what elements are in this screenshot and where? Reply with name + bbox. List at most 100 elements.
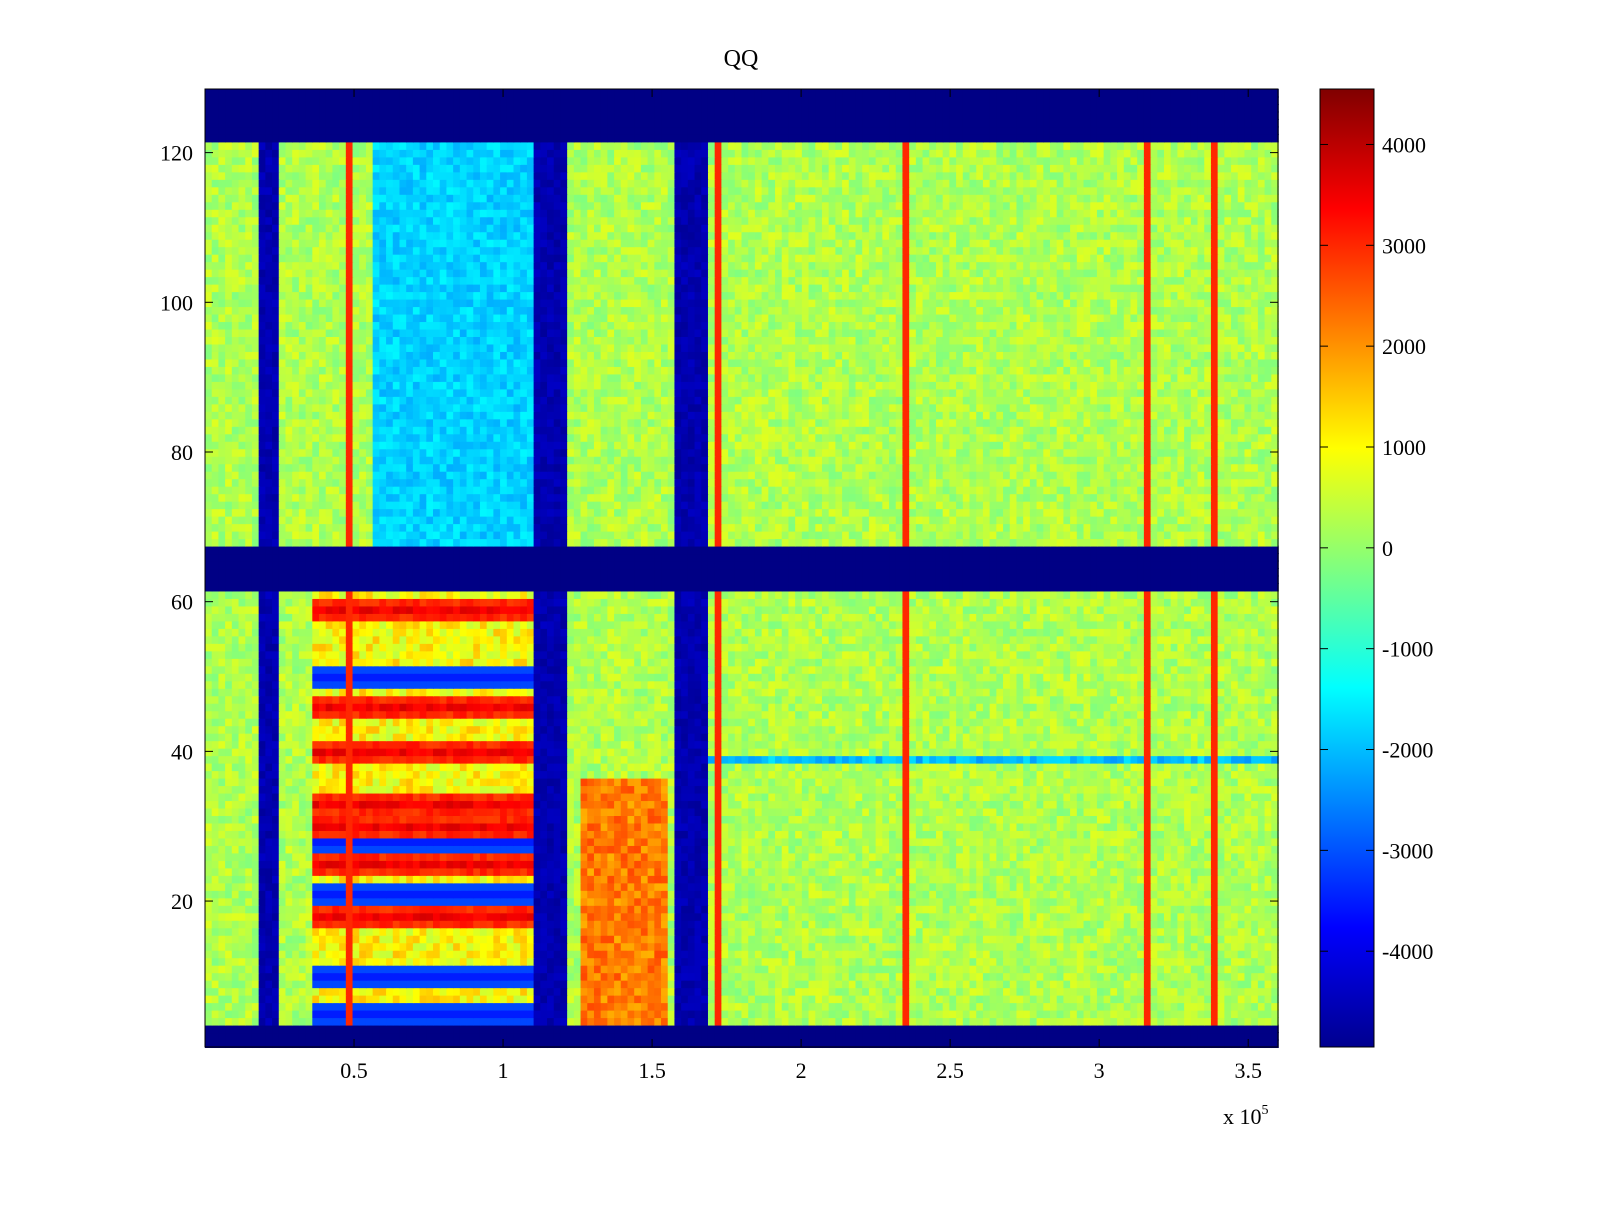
heatmap-cell	[976, 1025, 984, 1034]
heatmap-cell	[540, 912, 548, 921]
heatmap-cell	[721, 1025, 729, 1034]
heatmap-cell	[681, 1032, 689, 1041]
heatmap-cell	[393, 808, 401, 817]
heatmap-cell	[312, 837, 320, 846]
heatmap-cell	[688, 950, 696, 959]
heatmap-cell	[634, 920, 642, 929]
heatmap-cell	[527, 927, 535, 936]
heatmap-cell	[896, 867, 904, 876]
heatmap-cell	[379, 957, 387, 966]
heatmap-cell	[742, 942, 750, 951]
heatmap-cell	[929, 1002, 937, 1011]
heatmap-cell	[205, 830, 213, 839]
heatmap-cell	[574, 980, 582, 989]
heatmap-cell	[715, 882, 723, 891]
heatmap-cell	[715, 837, 723, 846]
heatmap-cell	[949, 890, 957, 899]
heatmap-cell	[634, 1002, 642, 1011]
heatmap-cell	[520, 942, 528, 951]
heatmap-cell	[648, 1032, 656, 1041]
heatmap-cell	[527, 845, 535, 854]
heatmap-cell	[715, 897, 723, 906]
heatmap-cell	[970, 882, 978, 891]
heatmap-cell	[1211, 867, 1219, 876]
heatmap-cell	[1016, 1025, 1024, 1034]
heatmap-cell	[1043, 942, 1051, 951]
heatmap-cell	[299, 882, 307, 891]
heatmap-cell	[1265, 1017, 1273, 1026]
heatmap-cell	[735, 980, 743, 989]
heatmap-cell	[1010, 905, 1018, 914]
heatmap-cell	[259, 897, 267, 906]
heatmap-cell	[373, 860, 381, 869]
heatmap-cell	[688, 995, 696, 1004]
heatmap-cell	[507, 912, 515, 921]
heatmap-cell	[346, 987, 354, 996]
heatmap-cell	[587, 822, 595, 831]
heatmap-cell	[1151, 995, 1159, 1004]
heatmap-cell	[936, 852, 944, 861]
heatmap-cell	[1124, 912, 1132, 921]
heatmap-cell	[762, 965, 770, 974]
heatmap-cell	[406, 965, 414, 974]
heatmap-cell	[413, 987, 421, 996]
heatmap-cell	[1231, 830, 1239, 839]
heatmap-cell	[353, 950, 361, 959]
heatmap-cell	[916, 965, 924, 974]
heatmap-cell	[373, 927, 381, 936]
heatmap-cell	[480, 920, 488, 929]
heatmap-cell	[1057, 837, 1065, 846]
heatmap-cell	[346, 950, 354, 959]
heatmap-cell	[802, 965, 810, 974]
heatmap-cell	[715, 927, 723, 936]
heatmap-cell	[970, 905, 978, 914]
heatmap-cell	[232, 950, 240, 959]
heatmap-cell	[373, 830, 381, 839]
heatmap-cell	[272, 815, 280, 824]
heatmap-cell	[1231, 995, 1239, 1004]
heatmap-cell	[742, 867, 750, 876]
heatmap-cell	[1238, 815, 1246, 824]
heatmap-cell	[1265, 965, 1273, 974]
heatmap-cell	[359, 890, 367, 899]
heatmap-cell	[1258, 875, 1266, 884]
heatmap-cell	[674, 980, 682, 989]
heatmap-cell	[473, 950, 481, 959]
heatmap-cell	[547, 1017, 555, 1026]
heatmap-cell	[674, 995, 682, 1004]
heatmap-cell	[949, 965, 957, 974]
heatmap-cell	[1077, 845, 1085, 854]
heatmap-cell	[936, 860, 944, 869]
heatmap-cell	[373, 815, 381, 824]
heatmap-cell	[520, 972, 528, 981]
heatmap-cell	[473, 845, 481, 854]
heatmap-cell	[1077, 860, 1085, 869]
heatmap-cell	[815, 942, 823, 951]
heatmap-cell	[681, 867, 689, 876]
heatmap-cell	[775, 1017, 783, 1026]
heatmap-cell	[467, 942, 475, 951]
heatmap-cell	[453, 897, 461, 906]
heatmap-cell	[534, 890, 542, 899]
heatmap-cell	[1151, 957, 1159, 966]
heatmap-cell	[1016, 882, 1024, 891]
heatmap-cell	[601, 995, 609, 1004]
heatmap-cell	[1151, 822, 1159, 831]
heatmap-cell	[218, 837, 226, 846]
heatmap-cell	[1218, 882, 1226, 891]
heatmap-cell	[1003, 1025, 1011, 1034]
heatmap-cell	[487, 920, 495, 929]
heatmap-cell	[1171, 942, 1179, 951]
heatmap-cell	[212, 890, 220, 899]
heatmap-cell	[1191, 1010, 1199, 1019]
heatmap-cell	[1224, 852, 1232, 861]
heatmap-cell	[560, 852, 568, 861]
heatmap-cell	[996, 1025, 1004, 1034]
heatmap-cell	[453, 882, 461, 891]
heatmap-cell	[1117, 830, 1125, 839]
heatmap-cell	[976, 882, 984, 891]
heatmap-cell	[869, 905, 877, 914]
heatmap-cell	[1043, 912, 1051, 921]
heatmap-cell	[1258, 852, 1266, 861]
heatmap-cell	[1204, 927, 1212, 936]
